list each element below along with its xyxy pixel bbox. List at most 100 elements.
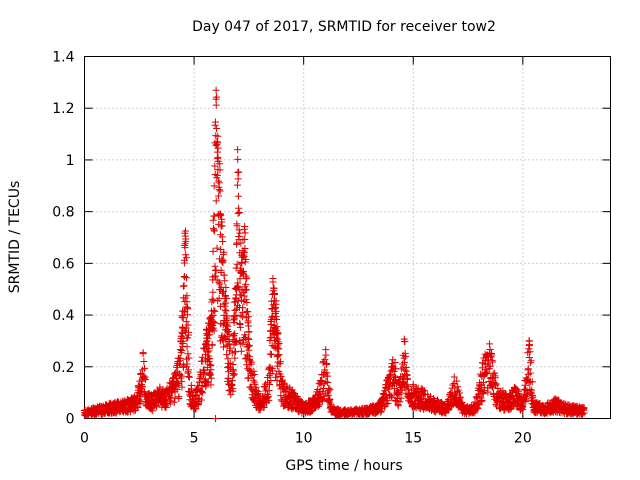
data-point <box>215 177 223 185</box>
data-point <box>241 355 249 363</box>
data-point <box>387 392 395 400</box>
data-point <box>383 396 391 404</box>
data-point <box>219 343 227 351</box>
data-point <box>395 390 403 398</box>
data-point <box>216 166 224 174</box>
data-point <box>221 306 229 314</box>
data-point <box>213 244 221 252</box>
data-point <box>228 377 236 385</box>
data-point <box>275 340 283 348</box>
data-point <box>274 352 282 360</box>
data-point <box>235 233 243 241</box>
data-point <box>213 138 221 146</box>
data-point <box>183 274 191 282</box>
data-point <box>317 381 325 389</box>
data-point <box>206 355 214 363</box>
data-point <box>233 222 241 230</box>
data-point <box>147 405 155 413</box>
data-point <box>211 307 219 315</box>
data-point <box>489 358 497 366</box>
data-point <box>241 236 249 244</box>
data-point <box>239 339 247 347</box>
data-point <box>203 338 211 346</box>
data-point <box>211 162 219 170</box>
data-point <box>224 322 232 330</box>
data-point <box>322 378 330 386</box>
data-point <box>223 321 231 329</box>
data-point <box>527 357 535 365</box>
data-point <box>140 358 148 366</box>
data-point <box>323 372 331 380</box>
data-point <box>232 337 240 345</box>
data-point <box>231 306 239 314</box>
data-point <box>502 391 510 399</box>
data-point <box>243 361 251 369</box>
data-point <box>239 267 247 275</box>
data-point <box>453 377 461 385</box>
data-point <box>270 343 278 351</box>
data-point <box>325 387 333 395</box>
data-point <box>208 298 216 306</box>
data-point <box>320 392 328 400</box>
data-point <box>140 375 148 383</box>
data-point <box>324 378 332 386</box>
data-point <box>235 204 243 212</box>
data-point <box>326 395 334 403</box>
data-point <box>212 101 220 109</box>
data-point <box>180 361 188 369</box>
y-axis-title: SRMTID / TECUs <box>7 181 23 294</box>
data-point <box>212 86 220 94</box>
data-point <box>322 351 330 359</box>
data-point <box>235 208 243 216</box>
data-point <box>404 385 412 393</box>
data-point <box>232 339 240 347</box>
data-point <box>185 328 193 336</box>
data-point <box>197 396 205 404</box>
x-tick-label: 20 <box>514 431 532 447</box>
data-point <box>223 294 231 302</box>
data-point <box>236 275 244 283</box>
data-point <box>321 356 329 364</box>
data-point <box>526 348 534 356</box>
data-point <box>225 340 233 348</box>
data-point <box>266 380 274 388</box>
data-point <box>209 296 217 304</box>
data-point <box>215 186 223 194</box>
data-point <box>215 278 223 286</box>
data-point <box>241 222 249 230</box>
data-point <box>211 118 219 126</box>
data-point <box>241 229 249 237</box>
data-point <box>243 274 251 282</box>
chart-title: Day 047 of 2017, SRMTID for receiver tow… <box>192 19 496 35</box>
data-point <box>250 370 258 378</box>
data-point <box>234 146 242 154</box>
data-point <box>483 368 491 376</box>
data-point <box>184 350 192 358</box>
data-point <box>221 277 229 285</box>
data-point <box>210 327 218 335</box>
data-point <box>241 244 249 252</box>
data-point <box>180 282 188 290</box>
data-point <box>486 346 494 354</box>
data-point <box>230 313 238 321</box>
data-point <box>207 366 215 374</box>
data-point <box>525 353 533 361</box>
data-point <box>214 153 222 161</box>
data-point <box>519 406 527 414</box>
x-axis-title: GPS time / hours <box>285 458 402 474</box>
data-point <box>209 247 217 255</box>
data-point <box>235 337 243 345</box>
data-point <box>244 374 252 382</box>
data-point <box>216 160 224 168</box>
x-tick-label: 10 <box>295 431 313 447</box>
x-tick-label: 5 <box>190 431 199 447</box>
data-point <box>229 387 237 395</box>
data-point <box>176 357 184 365</box>
data-point <box>242 286 250 294</box>
data-point <box>213 125 221 132</box>
data-point <box>176 371 184 379</box>
data-point <box>267 376 275 384</box>
data-point <box>245 346 253 354</box>
data-point <box>216 280 224 288</box>
data-point <box>215 192 223 200</box>
